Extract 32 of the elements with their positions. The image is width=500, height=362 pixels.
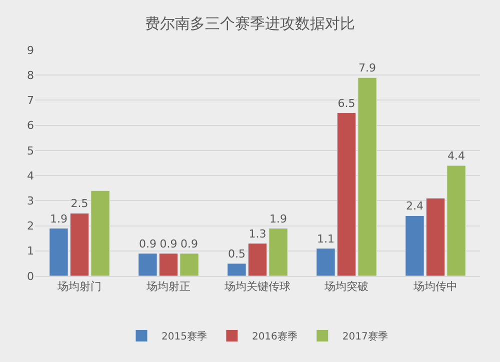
y-tick-label: 4 <box>27 169 34 182</box>
y-tick-label: 8 <box>27 68 34 82</box>
legend-label: 2016赛季 <box>252 330 298 343</box>
y-tick-label: 7 <box>27 94 34 108</box>
data-label: 7.9 <box>358 62 376 75</box>
data-label: 1.1 <box>316 232 334 246</box>
chart-title: 费尔南多三个赛季进攻数据对比 <box>145 14 355 33</box>
x-tick-label: 场均关键传球 <box>224 280 290 294</box>
y-tick-label: 6 <box>27 119 34 132</box>
data-label: 1.9 <box>50 212 68 226</box>
y-tick-label: 9 <box>27 44 34 57</box>
data-label: 2.4 <box>406 200 424 213</box>
x-tick-label: 场均传中 <box>412 280 458 294</box>
data-label: 0.9 <box>160 237 178 250</box>
x-tick-label: 场均射门 <box>56 280 102 294</box>
data-label: 0.9 <box>138 237 156 250</box>
x-tick-label: 场均突破 <box>324 280 368 294</box>
y-tick-label: 1 <box>27 244 34 258</box>
legend-label: 2015赛季 <box>162 330 207 343</box>
y-tick-label: 5 <box>27 144 34 158</box>
data-label: 0.9 <box>180 237 198 250</box>
y-tick-label: 3 <box>27 194 34 208</box>
data-label: 6.5 <box>338 96 356 110</box>
y-tick-label: 0 <box>27 270 34 283</box>
legend-label: 2017赛季 <box>342 330 388 343</box>
data-label: 4.4 <box>448 150 466 163</box>
x-tick-label: 场均射正 <box>146 280 190 294</box>
data-label: 1.9 <box>270 212 288 226</box>
y-tick-label: 2 <box>27 220 34 233</box>
data-label: 2.5 <box>70 197 88 210</box>
data-label: 1.3 <box>248 227 266 240</box>
data-label: 0.5 <box>228 247 246 260</box>
